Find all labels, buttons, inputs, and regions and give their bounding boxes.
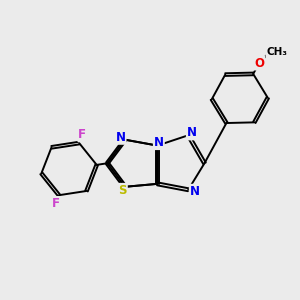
Text: F: F bbox=[52, 197, 60, 210]
Text: N: N bbox=[187, 126, 197, 140]
Text: S: S bbox=[118, 184, 127, 197]
Text: N: N bbox=[190, 185, 200, 198]
Text: F: F bbox=[78, 128, 86, 141]
Text: N: N bbox=[154, 136, 164, 149]
Text: N: N bbox=[116, 131, 126, 144]
Text: CH₃: CH₃ bbox=[266, 47, 287, 57]
Text: O: O bbox=[254, 57, 264, 70]
